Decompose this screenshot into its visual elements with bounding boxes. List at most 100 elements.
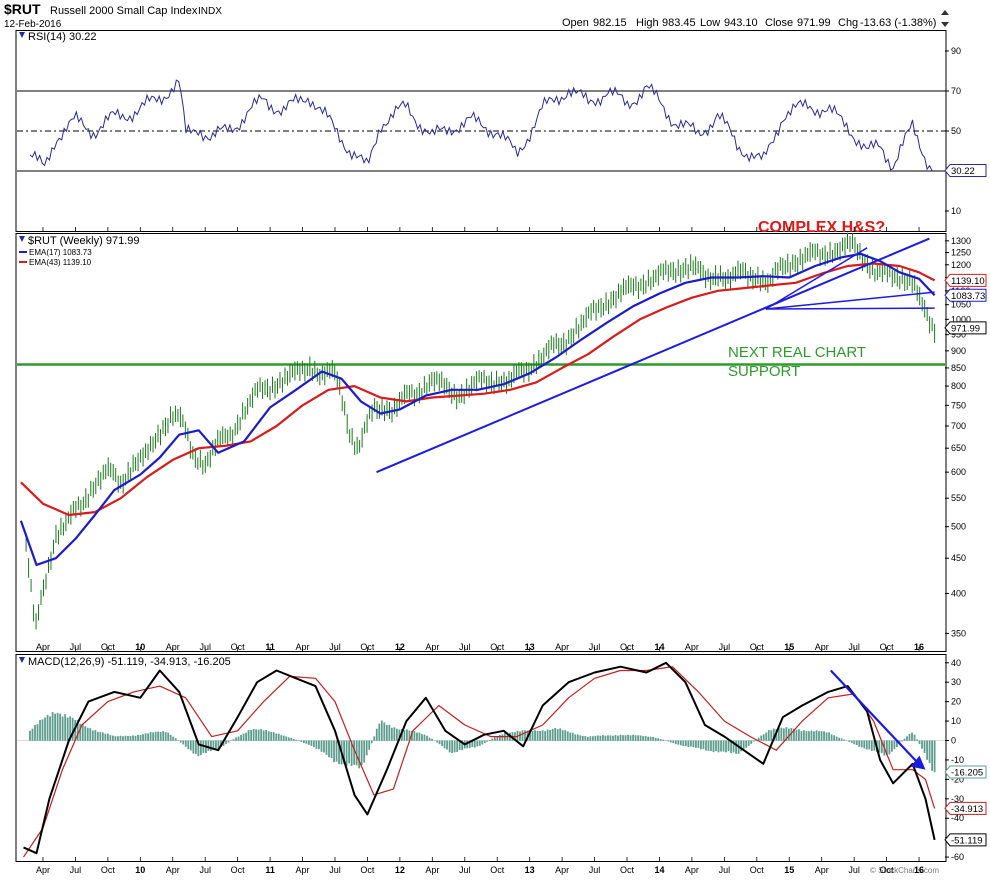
macd-histogram-bar bbox=[177, 740, 179, 741]
macd-histogram-bar bbox=[715, 741, 717, 752]
macd-histogram-bar bbox=[165, 732, 167, 741]
macd-histogram-bar bbox=[451, 741, 453, 754]
macd-histogram-bar bbox=[87, 728, 89, 741]
macd-histogram-bar bbox=[655, 738, 657, 741]
macd-histogram-bar bbox=[474, 741, 476, 748]
macd-histogram-bar bbox=[42, 719, 44, 740]
macd-histogram-bar bbox=[675, 741, 677, 745]
macd-histogram-bar bbox=[115, 736, 117, 741]
macd-histogram-bar bbox=[687, 741, 689, 747]
macd-histogram-bar bbox=[275, 734, 277, 741]
macd-histogram-bar bbox=[924, 741, 926, 753]
macd-histogram-bar bbox=[388, 725, 390, 741]
macd-histogram-bar bbox=[182, 741, 184, 745]
x-tick-label: Jul bbox=[199, 865, 211, 875]
price-y-tick-750: 750 bbox=[951, 400, 966, 410]
x-tick-label-price: 10 bbox=[135, 642, 145, 652]
macd-histogram-bar bbox=[911, 733, 913, 741]
macd-y-tick-0: 0 bbox=[951, 736, 956, 746]
macd-histogram-bar bbox=[122, 736, 124, 741]
rsi-y-tick-90: 90 bbox=[951, 46, 961, 56]
macd-histogram-bar bbox=[934, 741, 936, 773]
macd-line bbox=[24, 663, 935, 853]
x-tick-label-price: Apr bbox=[36, 642, 50, 652]
price-y-tick-1300: 1300 bbox=[951, 236, 971, 246]
macd-histogram-bar bbox=[248, 730, 250, 741]
macd-histogram-bar bbox=[828, 732, 830, 740]
x-tick-label: 13 bbox=[525, 865, 535, 875]
macd-histogram-bar bbox=[579, 735, 581, 740]
macd-histogram-bar bbox=[346, 741, 348, 767]
macd-histogram-bar bbox=[780, 728, 782, 741]
macd-histogram-bar bbox=[82, 724, 84, 741]
macd-histogram-bar bbox=[667, 741, 669, 742]
macd-histogram-bar bbox=[348, 741, 350, 764]
macd-histogram-bar bbox=[245, 733, 247, 741]
macd-histogram-bar bbox=[240, 735, 242, 741]
macd-histogram-bar bbox=[539, 731, 541, 741]
macd-last-value: -51.119 bbox=[951, 835, 983, 846]
macd-histogram-bar bbox=[765, 733, 767, 741]
macd-histogram-bar bbox=[316, 741, 318, 749]
macd-histogram-bar bbox=[811, 731, 813, 741]
macd-histogram-bar bbox=[753, 741, 755, 742]
ema43-legend-text: EMA(43) 1139.10 bbox=[29, 258, 92, 267]
macd-histogram-bar bbox=[906, 736, 908, 741]
macd-histogram-bar bbox=[190, 741, 192, 751]
price-y-tick-900: 900 bbox=[951, 346, 966, 356]
low-value: 943.10 bbox=[724, 17, 758, 29]
macd-histogram-bar bbox=[871, 741, 873, 751]
macd-panel: -60-50-40-30-20-10010203040-16.205-34.91… bbox=[17, 658, 986, 862]
x-tick-label: 16 bbox=[914, 865, 924, 875]
macd-histogram-bar bbox=[456, 741, 458, 752]
macd-histogram-bar bbox=[29, 731, 31, 741]
macd-histogram-bar bbox=[298, 741, 300, 742]
macd-histogram-bar bbox=[552, 729, 554, 741]
x-tick-label-price: Oct bbox=[360, 642, 375, 652]
macd-histogram-bar bbox=[838, 738, 840, 741]
macd-histogram-bar bbox=[574, 734, 576, 740]
macd-y-tick--10: -10 bbox=[951, 755, 964, 765]
chg-value: -13.63 (-1.38%) bbox=[860, 17, 936, 29]
x-tick-label-price: Jul bbox=[589, 642, 601, 652]
macd-histogram-bar bbox=[813, 731, 815, 740]
macd-histogram-bar bbox=[318, 741, 320, 750]
open-label: Open bbox=[562, 17, 589, 29]
macd-histogram-bar bbox=[170, 735, 172, 741]
macd-histogram-bar bbox=[54, 714, 56, 741]
dropdown-up-arrow-icon[interactable] bbox=[941, 10, 949, 15]
ema17-legend-text: EMA(17) 1083.73 bbox=[29, 248, 92, 257]
macd-histogram-bar bbox=[94, 730, 96, 741]
macd-histogram-bar bbox=[637, 735, 639, 740]
macd-histogram-bar bbox=[760, 736, 762, 741]
macd-histogram-bar bbox=[253, 729, 255, 741]
macd-histogram-bar bbox=[228, 741, 230, 743]
x-tick-label-price: Apr bbox=[425, 642, 439, 652]
macd-histogram-bar bbox=[647, 737, 649, 741]
macd-histogram-bar bbox=[366, 741, 368, 756]
macd-histogram-bar bbox=[280, 735, 282, 741]
macd-panel-frame bbox=[16, 655, 946, 862]
symbol-title: $RUT bbox=[4, 1, 41, 17]
macd-y-tick-40: 40 bbox=[951, 658, 961, 668]
macd-histogram-bar bbox=[200, 741, 202, 756]
macd-histogram-bar bbox=[728, 741, 730, 752]
rsi-y-tick-10: 10 bbox=[951, 206, 961, 216]
dropdown-arrow-icon[interactable] bbox=[941, 22, 949, 27]
macd-histogram-bar bbox=[207, 741, 209, 751]
price-legend-text: $RUT (Weekly) 971.99 bbox=[28, 235, 139, 247]
macd-histogram-bar bbox=[796, 730, 798, 741]
macd-histogram-bar bbox=[358, 741, 360, 769]
macd-histogram-bar bbox=[125, 736, 127, 741]
macd-histogram-bar bbox=[476, 741, 478, 747]
macd-histogram-bar bbox=[152, 732, 154, 740]
chg-label: Chg bbox=[838, 17, 858, 29]
macd-histogram-bar bbox=[803, 730, 805, 740]
macd-legend: MACD(12,26,9) -51.119, -34.913, -16.205 bbox=[19, 656, 231, 668]
macd-histogram-bar bbox=[37, 724, 39, 741]
macd-histogram-bar bbox=[293, 739, 295, 741]
macd-histogram-bar bbox=[145, 733, 147, 740]
macd-histogram-bar bbox=[486, 741, 488, 742]
macd-histogram-bar bbox=[378, 724, 380, 741]
macd-histogram-bar bbox=[723, 741, 725, 752]
